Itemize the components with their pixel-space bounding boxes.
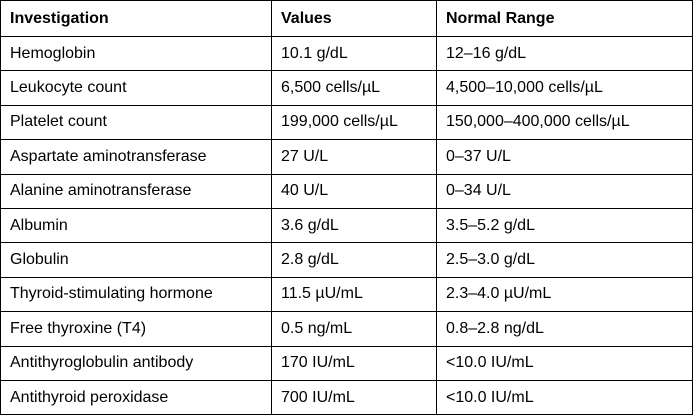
value-cell: 2.8 g/dL	[271, 242, 437, 278]
value-cell: 27 U/L	[271, 139, 437, 175]
investigation-cell: Hemoglobin	[0, 35, 272, 72]
table-row: Alanine aminotransferase 40 U/L 0–34 U/L	[0, 173, 693, 209]
value-cell: 0.5 ng/mL	[271, 311, 437, 347]
investigation-cell: Free thyroxine (T4)	[0, 311, 272, 347]
table-row: Leukocyte count 6,500 cells/µL 4,500–10,…	[0, 70, 693, 106]
investigation-cell: Albumin	[0, 207, 272, 244]
normal-range-cell: 0–37 U/L	[436, 139, 693, 175]
header-values: Values	[271, 0, 437, 37]
normal-range-cell: <10.0 IU/mL	[436, 345, 693, 381]
normal-range-cell: 0.8–2.8 ng/dL	[436, 311, 693, 347]
value-cell: 170 IU/mL	[271, 345, 437, 381]
investigation-cell: Aspartate aminotransferase	[0, 139, 272, 175]
value-cell: 700 IU/mL	[271, 379, 437, 415]
investigation-cell: Alanine aminotransferase	[0, 173, 272, 209]
investigation-cell: Antithyroid peroxidase	[0, 379, 272, 415]
table-row: Globulin 2.8 g/dL 2.5–3.0 g/dL	[0, 242, 693, 278]
investigation-cell: Thyroid-stimulating hormone	[0, 276, 272, 313]
normal-range-cell: 2.3–4.0 µU/mL	[436, 276, 693, 313]
value-cell: 6,500 cells/µL	[271, 70, 437, 106]
normal-range-cell: 4,500–10,000 cells/µL	[436, 70, 693, 106]
header-investigation: Investigation	[0, 0, 272, 37]
table-row: Hemoglobin 10.1 g/dL 12–16 g/dL	[0, 35, 693, 72]
table-header-row: Investigation Values Normal Range	[0, 0, 693, 37]
investigation-cell: Platelet count	[0, 104, 272, 141]
normal-range-cell: 0–34 U/L	[436, 173, 693, 209]
normal-range-cell: 12–16 g/dL	[436, 35, 693, 72]
normal-range-cell: 2.5–3.0 g/dL	[436, 242, 693, 278]
table-row: Thyroid-stimulating hormone 11.5 µU/mL 2…	[0, 276, 693, 313]
value-cell: 199,000 cells/µL	[271, 104, 437, 141]
table-row: Albumin 3.6 g/dL 3.5–5.2 g/dL	[0, 207, 693, 244]
table-row: Antithyroid peroxidase 700 IU/mL <10.0 I…	[0, 379, 693, 415]
normal-range-cell: 3.5–5.2 g/dL	[436, 207, 693, 244]
normal-range-cell: 150,000–400,000 cells/µL	[436, 104, 693, 141]
table-row: Antithyroglobulin antibody 170 IU/mL <10…	[0, 345, 693, 381]
investigation-cell: Antithyroglobulin antibody	[0, 345, 272, 381]
value-cell: 3.6 g/dL	[271, 207, 437, 244]
value-cell: 40 U/L	[271, 173, 437, 209]
table-row: Free thyroxine (T4) 0.5 ng/mL 0.8–2.8 ng…	[0, 311, 693, 347]
investigation-cell: Leukocyte count	[0, 70, 272, 106]
table-row: Aspartate aminotransferase 27 U/L 0–37 U…	[0, 139, 693, 175]
table-row: Platelet count 199,000 cells/µL 150,000–…	[0, 104, 693, 141]
value-cell: 11.5 µU/mL	[271, 276, 437, 313]
investigation-cell: Globulin	[0, 242, 272, 278]
header-normal-range: Normal Range	[436, 0, 693, 37]
normal-range-cell: <10.0 IU/mL	[436, 379, 693, 415]
value-cell: 10.1 g/dL	[271, 35, 437, 72]
